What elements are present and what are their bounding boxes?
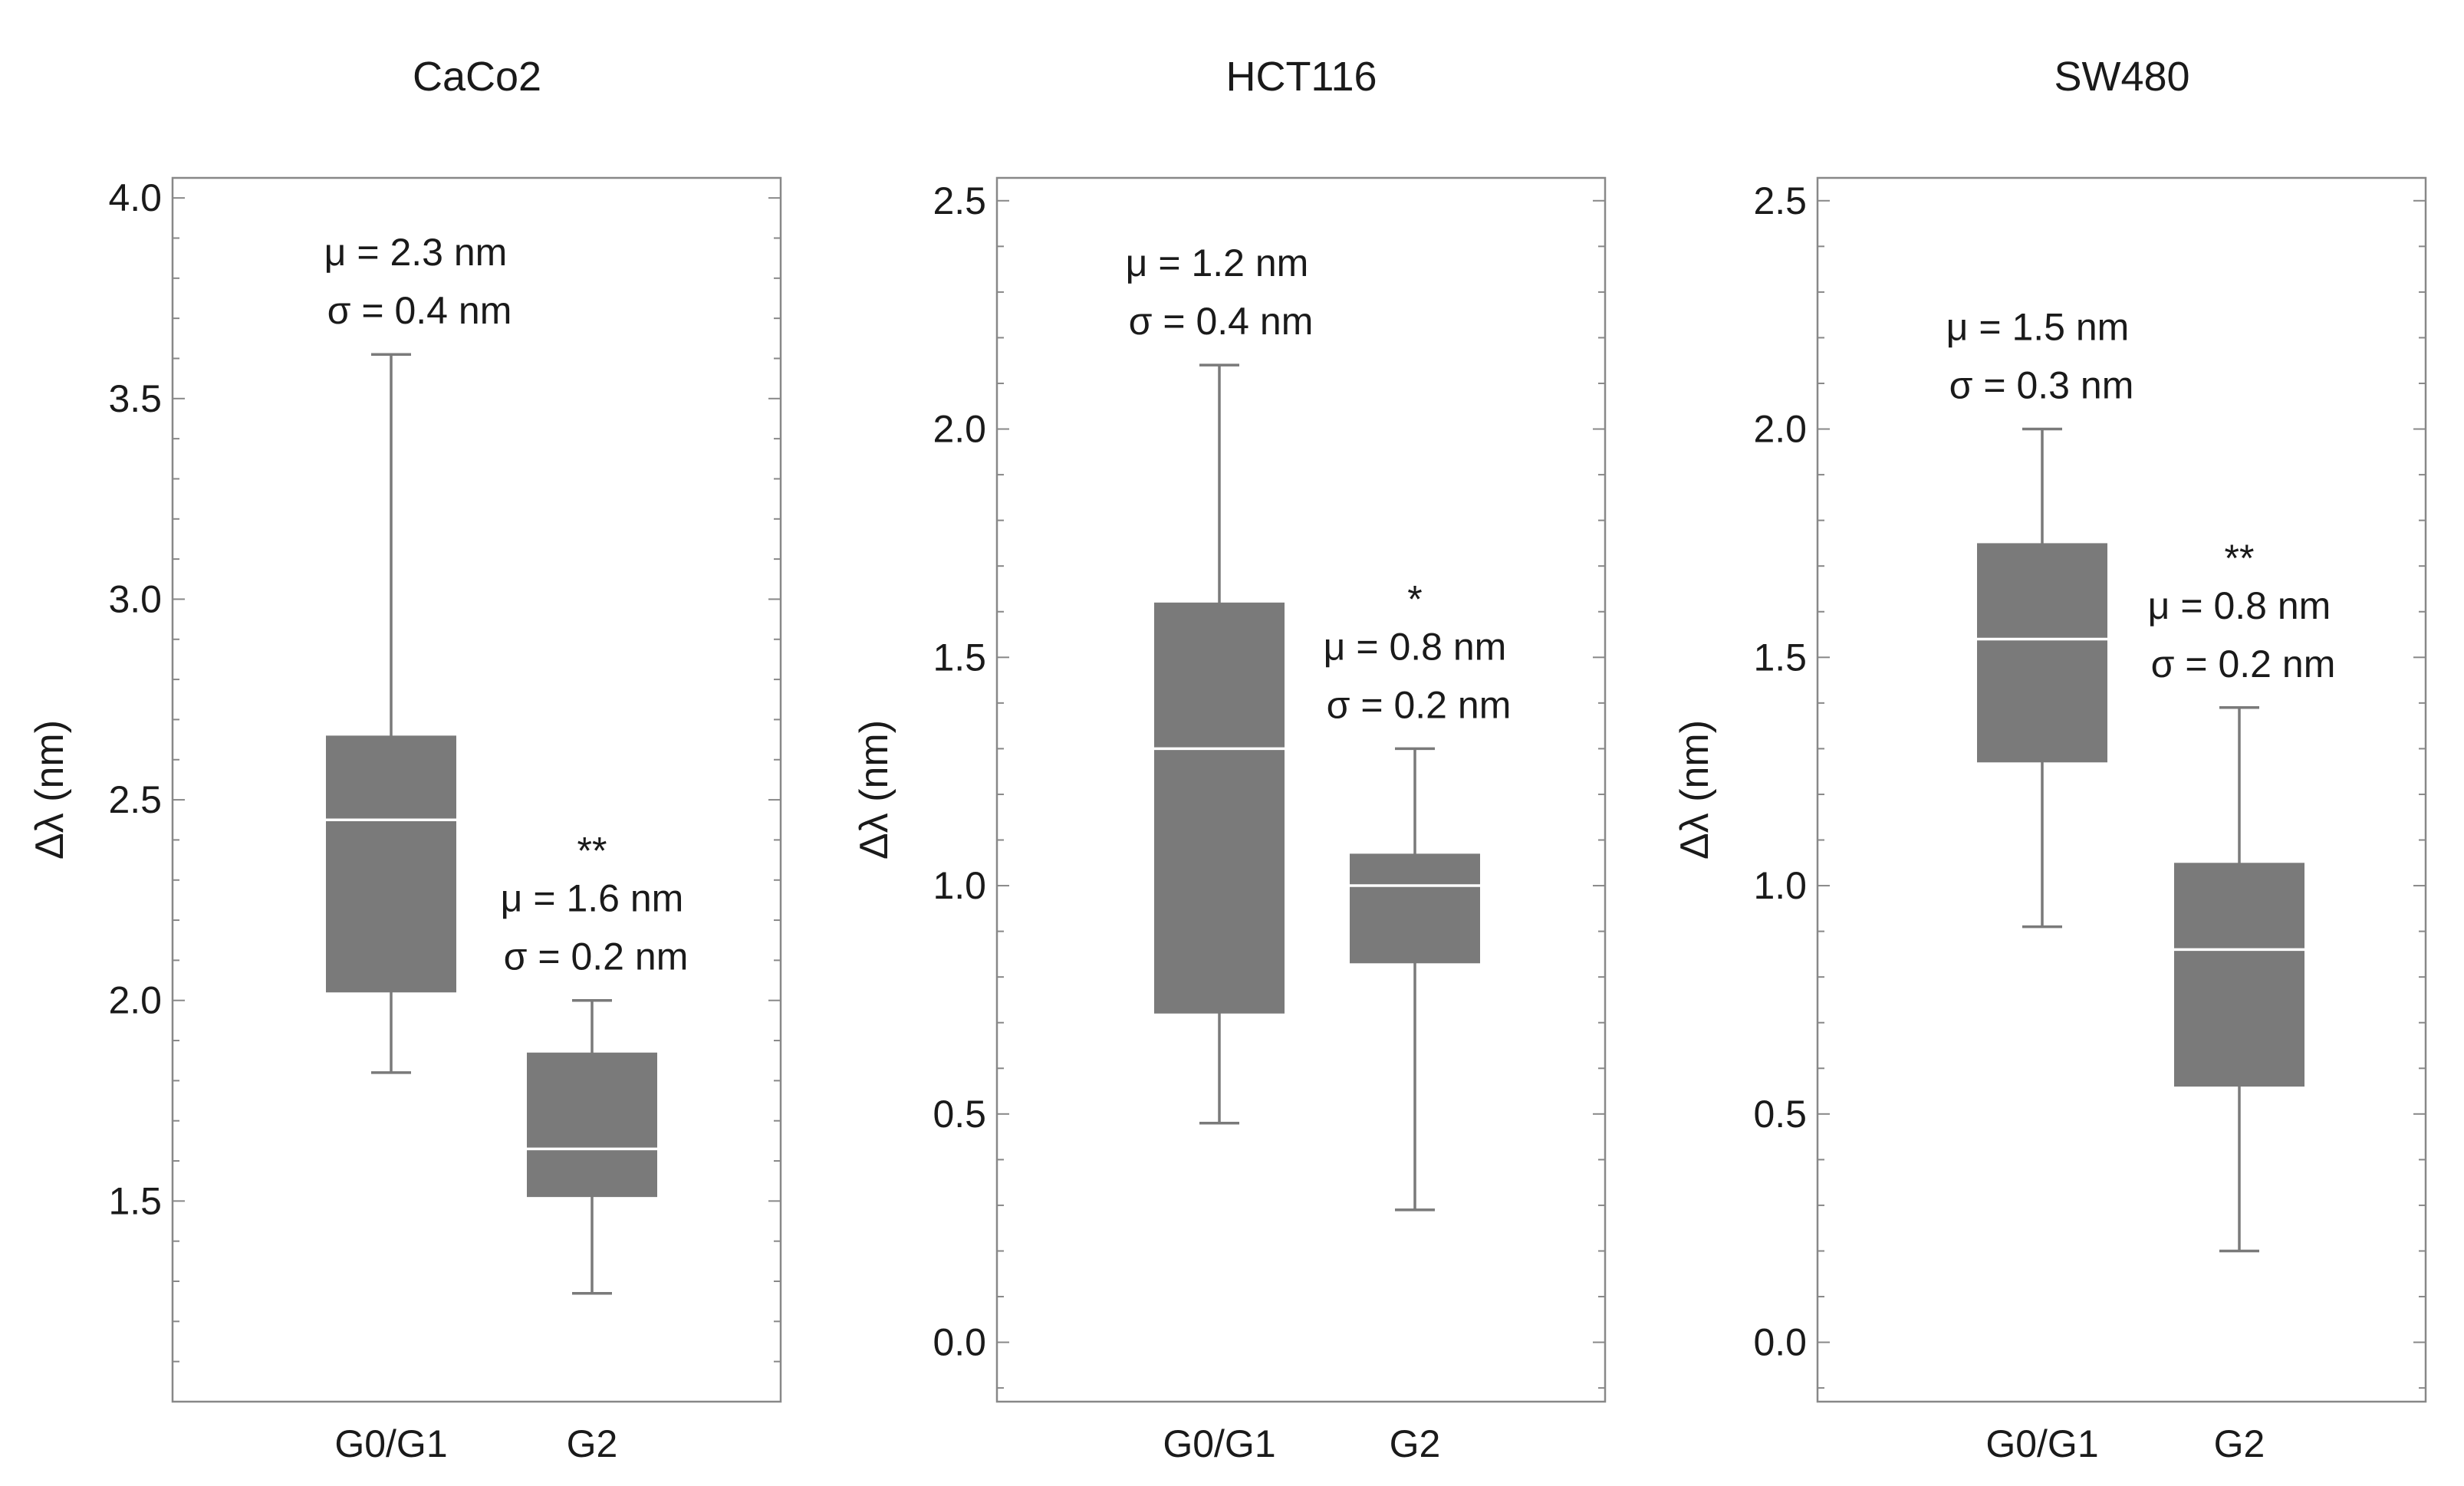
y-tick-label: 1.0 (1753, 864, 1807, 907)
iqr-box (1350, 853, 1480, 964)
significance-marker: * (1407, 577, 1422, 620)
y-tick-label: 3.0 (108, 577, 162, 620)
x-tick-label: G2 (567, 1422, 618, 1465)
mean-annotation: μ = 2.3 nm (324, 231, 508, 274)
iqr-box (1154, 602, 1285, 1014)
box-g0-g1 (1977, 427, 2107, 929)
mean-annotation: μ = 1.6 nm (501, 877, 684, 920)
std-annotation: σ = 0.2 nm (1327, 683, 1512, 726)
std-annotation: σ = 0.4 nm (327, 289, 512, 332)
box-g0-g1 (1154, 363, 1285, 1125)
iqr-box (2174, 863, 2304, 1087)
iqr-box (326, 735, 456, 993)
box-g2 (2174, 706, 2304, 1253)
plot-frame (171, 176, 782, 1403)
y-axis-label: Δλ (nm) (1673, 720, 1717, 860)
y-axis-label: Δλ (nm) (28, 720, 72, 860)
y-tick-label: 0.0 (933, 1321, 986, 1364)
y-axis-label: Δλ (nm) (852, 720, 896, 860)
y-tick-label: 4.0 (108, 176, 162, 219)
panel-title: SW480 (2054, 54, 2189, 100)
y-tick-label: 0.5 (933, 1093, 986, 1136)
x-tick-label: G0/G1 (1985, 1422, 2098, 1465)
box-g0-g1 (326, 353, 456, 1074)
std-annotation: σ = 0.2 nm (2151, 643, 2336, 685)
y-tick-label: 1.0 (933, 864, 986, 907)
significance-marker: ** (2225, 537, 2255, 580)
significance-marker: ** (577, 830, 607, 873)
x-tick-label: G0/G1 (334, 1422, 447, 1465)
x-tick-label: G0/G1 (1163, 1422, 1275, 1465)
panel-sw480: SW480 Δλ (nm) 0.0 0.5 1.0 1.5 2.0 2.5 G0/G1 μ = 1… (1673, 54, 2427, 1465)
mean-annotation: μ = 1.2 nm (1126, 242, 1309, 284)
std-annotation: σ = 0.2 nm (504, 935, 689, 978)
box-g2 (1350, 747, 1480, 1211)
plot-frame (1816, 176, 2427, 1403)
panel-title: CaCo2 (413, 54, 541, 100)
panel-hct116: HCT116 Δλ (nm) 0.0 0.5 1.0 1.5 2.0 2.5 G0/G1 μ = … (852, 54, 1607, 1465)
std-annotation: σ = 0.4 nm (1129, 300, 1314, 343)
x-tick-label: G2 (1390, 1422, 1441, 1465)
y-tick-label: 0.5 (1753, 1093, 1807, 1136)
y-tick-label: 1.5 (108, 1179, 162, 1222)
panel-title: HCT116 (1225, 54, 1377, 100)
y-tick-label: 2.0 (933, 408, 986, 451)
box-g2 (527, 998, 657, 1295)
y-tick-label: 2.5 (1753, 179, 1807, 222)
y-tick-label: 2.0 (108, 979, 162, 1022)
mean-annotation: μ = 0.8 nm (2148, 584, 2331, 627)
y-tick-label: 2.5 (108, 778, 162, 821)
panel-caco2: CaCo2 Δλ (nm) 1.5 2.0 2.5 3.0 3.5 4.0 G0/G1 μ = 2… (28, 54, 782, 1465)
y-tick-label: 2.5 (933, 179, 986, 222)
std-annotation: σ = 0.3 nm (1949, 364, 2134, 407)
plot-frame (995, 176, 1607, 1403)
y-tick-label: 1.5 (1753, 636, 1807, 679)
y-tick-label: 3.5 (108, 377, 162, 420)
mean-annotation: μ = 1.5 nm (1946, 306, 2130, 349)
mean-annotation: μ = 0.8 nm (1324, 625, 1507, 668)
x-tick-label: G2 (2214, 1422, 2265, 1465)
y-tick-label: 2.0 (1753, 408, 1807, 451)
y-tick-label: 1.5 (933, 636, 986, 679)
iqr-box (1977, 543, 2107, 763)
y-tick-label: 0.0 (1753, 1321, 1807, 1364)
iqr-box (527, 1052, 657, 1198)
